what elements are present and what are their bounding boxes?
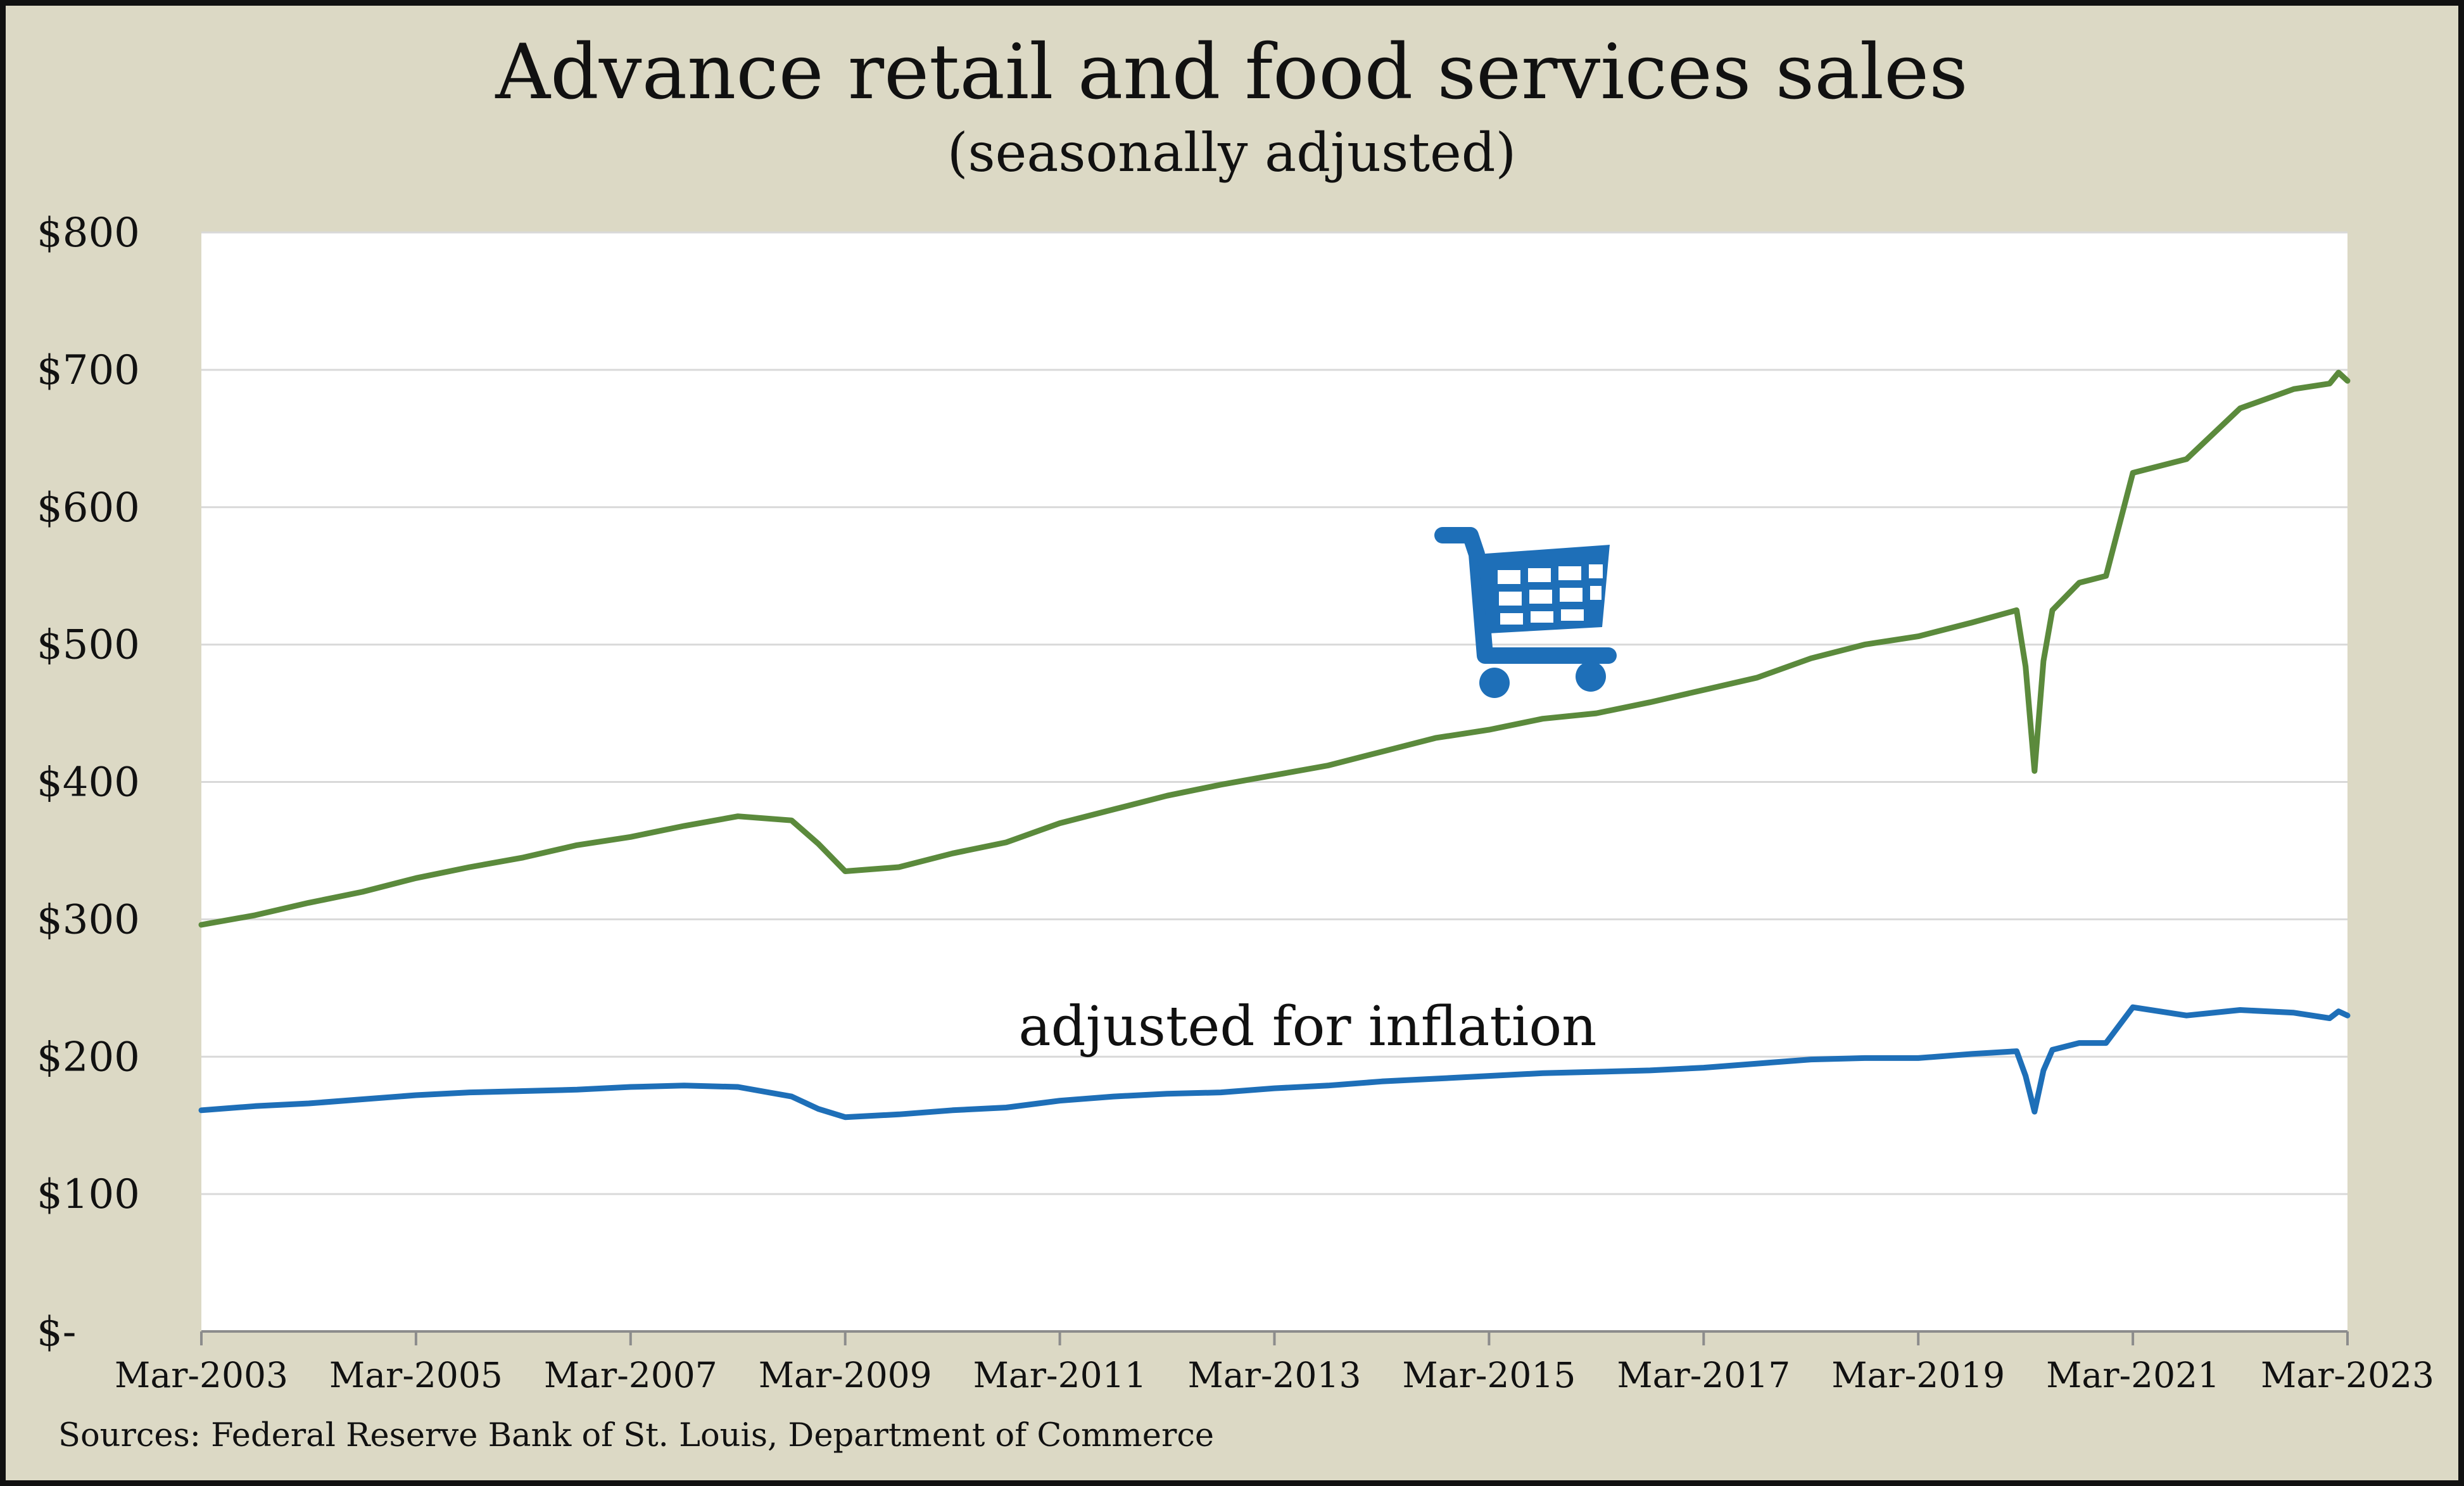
chart-subtitle: (seasonally adjusted)	[947, 122, 1517, 184]
x-tick-label: Mar-2023	[2261, 1355, 2434, 1395]
y-tick-label: $700	[37, 347, 140, 394]
shopping-cart-icon	[1434, 527, 1617, 698]
y-tick-label: $500	[37, 622, 140, 669]
x-tick-label: Mar-2015	[1402, 1355, 1576, 1395]
x-tick-label: Mar-2005	[329, 1355, 503, 1395]
x-tick-label: Mar-2013	[1188, 1355, 1362, 1395]
y-tick-label: $800	[37, 210, 140, 257]
nominal-sales-line	[198, 369, 2351, 928]
y-tick-label: $600	[37, 485, 140, 531]
y-tick-label: $300	[37, 896, 140, 943]
y-tick-label: $400	[37, 759, 140, 806]
x-tick-label: Mar-2009	[759, 1355, 932, 1395]
x-axis-tick-labels: Mar-2003 Mar-2005 Mar-2007 Mar-2009 Mar-2011…	[115, 1355, 2434, 1395]
series-lines	[198, 369, 2351, 1121]
gridlines	[201, 231, 2347, 1195]
x-axis	[200, 1330, 2349, 1345]
x-tick-label: Mar-2021	[2046, 1355, 2220, 1395]
inflation-annotation: adjusted for inflation	[1018, 995, 1596, 1058]
x-tick-label: Mar-2011	[973, 1355, 1147, 1395]
inflation-adjusted-sales-line	[198, 1004, 2351, 1121]
y-tick-label: $100	[37, 1171, 140, 1218]
y-tick-label: $200	[37, 1034, 140, 1081]
source-note: Sources: Federal Reserve Bank of St. Lou…	[58, 1417, 1214, 1454]
x-tick-label: Mar-2017	[1617, 1355, 1790, 1395]
y-tick-label: $-	[37, 1309, 76, 1356]
y-axis-tick-labels: $- $100 $200 $300 $400 $500 $600 $700 $800	[37, 210, 140, 1356]
x-tick-label: Mar-2007	[544, 1355, 717, 1395]
x-tick-label: Mar-2019	[1831, 1355, 2005, 1395]
x-tick-label: Mar-2003	[115, 1355, 288, 1395]
chart-title: Advance retail and food services sales	[495, 29, 1968, 117]
